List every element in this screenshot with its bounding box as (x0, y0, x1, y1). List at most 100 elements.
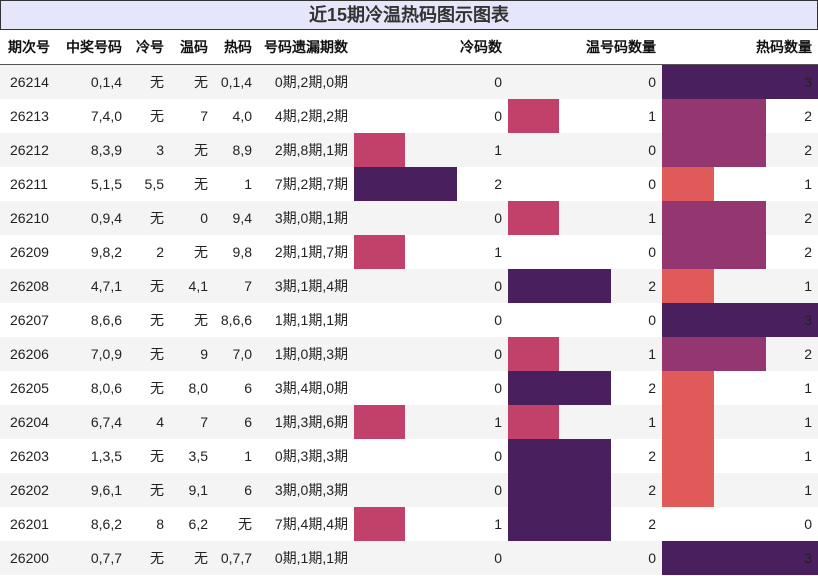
hot-cell: 7 (214, 269, 258, 303)
cold-count-cell: 0 (354, 439, 508, 473)
warm-count-value: 2 (648, 380, 656, 396)
cold-count-value: 0 (494, 380, 502, 396)
hot-count-value: 1 (804, 414, 812, 430)
warm-count-value: 2 (648, 448, 656, 464)
header-numbers: 中奖号码 (58, 30, 128, 65)
numbers-cell: 5,1,5 (58, 167, 128, 201)
hot-count-bar (662, 405, 714, 439)
miss-cell: 3期,0期,3期 (258, 473, 354, 507)
hot-cell: 6 (214, 371, 258, 405)
hot-count-value: 2 (804, 142, 812, 158)
miss-cell: 1期,3期,6期 (258, 405, 354, 439)
hot-count-cell: 1 (662, 167, 818, 201)
header-warm: 温码 (170, 30, 214, 65)
header-issue: 期次号 (0, 30, 58, 65)
hot-cell: 7,0 (214, 337, 258, 371)
cold-count-value: 0 (494, 312, 502, 328)
warm-count-value: 1 (648, 210, 656, 226)
warm-cell: 8,0 (170, 371, 214, 405)
warm-count-cell: 2 (508, 507, 662, 541)
cold-count-cell: 0 (354, 473, 508, 507)
cold-count-cell: 0 (354, 541, 508, 575)
cold-cell: 5,5 (128, 167, 170, 201)
cold-count-value: 0 (494, 278, 502, 294)
warm-count-cell: 0 (508, 541, 662, 575)
table-row: 26214 0,1,4 无无 0,1,4 0期,2期,0期 0 0 3 (0, 64, 818, 99)
cold-count-cell: 0 (354, 64, 508, 99)
issue-cell: 26203 (0, 439, 58, 473)
cold-count-value: 0 (494, 448, 502, 464)
hot-count-bar (662, 439, 714, 473)
header-cold: 冷号 (128, 30, 170, 65)
cold-cell: 无 (128, 473, 170, 507)
hot-count-bar (662, 167, 714, 201)
cold-cell: 3 (128, 133, 170, 167)
hot-count-bar (662, 303, 818, 337)
table-row: 26203 1,3,5 无 3,5 1 0期,3期,3期 0 2 1 (0, 439, 818, 473)
table-row: 26205 8,0,6 无 8,0 6 3期,4期,0期 0 2 1 (0, 371, 818, 405)
cold-count-value: 0 (494, 482, 502, 498)
hot-count-cell: 1 (662, 269, 818, 303)
warm-cell: 无 (170, 167, 214, 201)
hot-count-cell: 3 (662, 303, 818, 337)
warm-count-cell: 0 (508, 133, 662, 167)
hot-count-bar (662, 65, 818, 99)
numbers-cell: 8,6,2 (58, 507, 128, 541)
hot-count-cell: 2 (662, 337, 818, 371)
cold-count-cell: 1 (354, 133, 508, 167)
hot-count-value: 1 (804, 448, 812, 464)
numbers-cell: 0,9,4 (58, 201, 128, 235)
table-row: 26209 9,8,2 2 无 9,8 2期,1期,7期 1 0 2 (0, 235, 818, 269)
header-warm-count: 温号码数量 (508, 30, 662, 65)
issue-cell: 26211 (0, 167, 58, 201)
hot-count-value: 1 (804, 482, 812, 498)
miss-cell: 1期,1期,1期 (258, 303, 354, 337)
cold-count-cell: 1 (354, 405, 508, 439)
cold-count-bar (354, 405, 406, 439)
warm-count-value: 0 (648, 74, 656, 90)
hot-count-bar (662, 541, 818, 575)
warm-count-value: 2 (648, 482, 656, 498)
table-row: 26210 0,9,4 无 0 9,4 3期,0期,1期 0 1 2 (0, 201, 818, 235)
warm-count-value: 1 (648, 414, 656, 430)
cold-count-value: 1 (494, 516, 502, 532)
hot-cell: 0,7,7 (214, 541, 258, 575)
numbers-cell: 8,6,6 (58, 303, 128, 337)
table-row: 26201 8,6,2 8 6,2 无 7期,4期,4期 1 2 0 (0, 507, 818, 541)
table-row: 26206 7,0,9 无 9 7,0 1期,0期,3期 0 1 2 (0, 337, 818, 371)
table-row: 26213 7,4,0 无 7 4,0 4期,2期,2期 0 1 2 (0, 99, 818, 133)
cold-cell: 8 (128, 507, 170, 541)
warm-count-value: 0 (648, 176, 656, 192)
warm-count-cell: 0 (508, 64, 662, 99)
hot-count-bar (662, 371, 714, 405)
table-row: 26202 9,6,1 无 9,1 6 3期,0期,3期 0 2 1 (0, 473, 818, 507)
hot-count-cell: 1 (662, 439, 818, 473)
cold-count-value: 1 (494, 414, 502, 430)
hot-count-bar (662, 269, 714, 303)
numbers-cell: 0,7,7 (58, 541, 128, 575)
cold-count-cell: 0 (354, 337, 508, 371)
table-body: 26214 0,1,4 无无 0,1,4 0期,2期,0期 0 0 3 26213 7,4,0 无 7… (0, 64, 818, 575)
hot-cell: 1 (214, 167, 258, 201)
warm-cell: 4,1 (170, 269, 214, 303)
warm-count-cell: 0 (508, 167, 662, 201)
header-row: 期次号 中奖号码 冷号 温码 热码 号码遗漏期数 冷码数 温号码数量 热码数量 (0, 30, 818, 65)
miss-cell: 3期,1期,4期 (258, 269, 354, 303)
warm-count-bar (508, 337, 560, 371)
issue-cell: 26205 (0, 371, 58, 405)
cold-count-cell: 0 (354, 201, 508, 235)
hot-cell: 8,6,6 (214, 303, 258, 337)
warm-count-bar (508, 507, 611, 541)
warm-count-cell: 1 (508, 99, 662, 133)
cold-warm-hot-table: 期次号 中奖号码 冷号 温码 热码 号码遗漏期数 冷码数 温号码数量 热码数量 … (0, 30, 818, 575)
issue-cell: 26209 (0, 235, 58, 269)
cold-cell: 4 (128, 405, 170, 439)
cold-count-cell: 0 (354, 303, 508, 337)
hot-count-cell: 1 (662, 371, 818, 405)
hot-count-cell: 2 (662, 235, 818, 269)
miss-cell: 3期,0期,1期 (258, 201, 354, 235)
numbers-cell: 9,6,1 (58, 473, 128, 507)
hot-count-cell: 1 (662, 405, 818, 439)
cold-count-value: 1 (494, 244, 502, 260)
numbers-cell: 7,0,9 (58, 337, 128, 371)
